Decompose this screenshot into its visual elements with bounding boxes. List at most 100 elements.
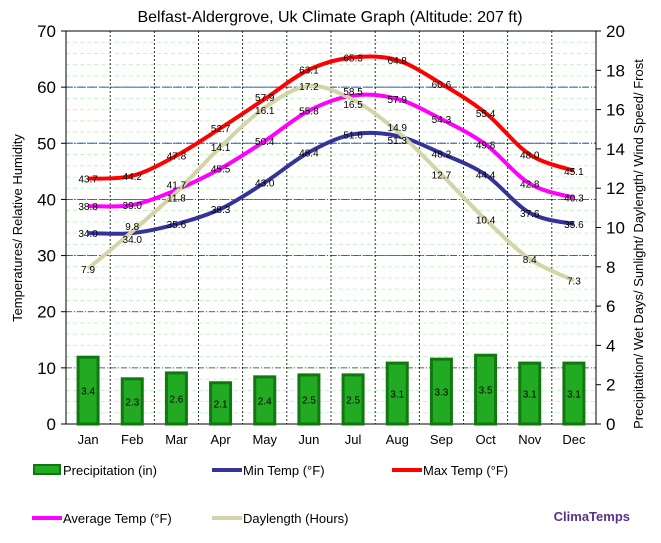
max-temp-f-data-label: 45.1: [564, 167, 584, 178]
min-temp-f-line: [88, 130, 575, 236]
y2-tick-label: 12: [606, 179, 625, 198]
x-tick-label: Feb: [121, 432, 143, 447]
max-temp-f-data-label: 64.8: [388, 56, 408, 67]
min-temp-f-data-label: 34.0: [123, 235, 143, 246]
precip-bar: [209, 381, 233, 426]
y2-tick-label: 18: [606, 61, 625, 80]
precip-bar: [429, 357, 453, 426]
y-axis-label: Temperatures/ Relative Humidity: [10, 134, 25, 322]
precip-data-label: 3.1: [390, 390, 404, 401]
min-temp-f-data-label: 37.6: [520, 209, 540, 220]
max-temp-f-data-label: 44.2: [123, 172, 143, 183]
y2-tick-label: 20: [606, 22, 625, 41]
min-temp-f-data-label: 35.6: [167, 220, 187, 231]
average-temp-f-data-label: 42.8: [520, 180, 540, 191]
min-temp-f-data-label: 43.0: [255, 179, 275, 190]
y2-tick-label: 16: [606, 101, 625, 120]
min-temp-f-data-label: 48.4: [299, 148, 319, 159]
y-tick-label: 70: [37, 22, 56, 41]
average-temp-f-data-label: 38.8: [78, 202, 98, 213]
y2-tick-label: 0: [606, 415, 615, 434]
legend-label: Average Temp (°F): [63, 511, 172, 526]
y-tick-label: 10: [37, 359, 56, 378]
average-temp-f-data-label: 58.5: [343, 87, 363, 98]
precip-data-label: 2.5: [346, 395, 360, 406]
precip-data-label: 3.5: [479, 386, 493, 397]
legend-label: Precipitation (in): [63, 463, 157, 478]
legend-label: Max Temp (°F): [423, 463, 508, 478]
x-tick-label: Jan: [78, 432, 99, 447]
legend-label: Daylength (Hours): [243, 511, 349, 526]
precip-data-label: 3.1: [567, 390, 581, 401]
average-temp-f-data-label: 54.3: [432, 115, 452, 126]
y-tick-label: 40: [37, 190, 56, 209]
daylength-hours-data-label: 17.2: [299, 82, 319, 93]
min-temp-f-data-label: 51.6: [343, 130, 363, 141]
precip-bar: [562, 361, 586, 426]
daylength-hours-data-label: 16.1: [255, 106, 275, 117]
max-temp-f-data-label: 52.7: [211, 124, 231, 135]
x-tick-label: Aug: [386, 432, 409, 447]
max-temp-f-data-label: 63.1: [299, 66, 319, 77]
x-tick-label: Sep: [430, 432, 453, 447]
precip-data-label: 2.5: [302, 395, 316, 406]
min-temp-f-data-label: 38.3: [211, 205, 231, 216]
daylength-hours-data-label: 14.9: [388, 123, 408, 134]
brand-logo: ClimaTemps: [554, 509, 630, 524]
y2-tick-label: 10: [606, 219, 625, 238]
x-tick-label: Jun: [298, 432, 319, 447]
max-temp-f-data-label: 48.0: [520, 151, 540, 162]
precip-data-label: 2.4: [258, 396, 272, 407]
max-temp-f-data-label: 65.3: [343, 53, 363, 64]
max-temp-f-line: [87, 54, 575, 181]
min-temp-f-data-label: 48.2: [432, 149, 452, 160]
x-tick-label: Mar: [165, 432, 188, 447]
y-tick-label: 30: [37, 247, 56, 266]
y-tick-label: 0: [47, 415, 56, 434]
precip-bar: [76, 355, 100, 426]
legend-label: Min Temp (°F): [243, 463, 325, 478]
x-tick-label: Jul: [345, 432, 362, 447]
x-tick-label: May: [252, 432, 277, 447]
y2-tick-label: 2: [606, 376, 615, 395]
max-temp-f-data-label: 60.6: [432, 80, 452, 91]
y2-tick-label: 4: [606, 336, 615, 355]
precip-bar: [385, 361, 409, 426]
x-tick-label: Oct: [475, 432, 496, 447]
daylength-hours-data-label: 7.3: [567, 277, 581, 288]
min-temp-f-data-label: 35.6: [564, 220, 584, 231]
daylength-hours-data-label: 16.5: [343, 100, 363, 111]
legend-swatch: [33, 464, 61, 475]
y-tick-label: 50: [37, 134, 56, 153]
average-temp-f-data-label: 49.8: [476, 140, 496, 151]
precip-data-label: 3.3: [434, 388, 448, 399]
max-temp-f-data-label: 43.7: [78, 175, 98, 186]
average-temp-f-line: [88, 92, 575, 209]
x-tick-label: Dec: [562, 432, 586, 447]
precip-data-label: 2.6: [169, 394, 183, 405]
precip-data-label: 3.4: [81, 387, 95, 398]
precip-bar: [518, 361, 542, 426]
precip-bar: [120, 377, 144, 426]
y2-tick-label: 14: [606, 140, 625, 159]
max-temp-f-data-label: 57.9: [255, 93, 275, 104]
min-temp-f-data-label: 44.4: [476, 171, 496, 182]
daylength-hours-data-label: 12.7: [432, 170, 452, 181]
precip-bar: [297, 373, 321, 426]
x-tick-label: Apr: [210, 432, 231, 447]
daylength-hours-data-label: 14.1: [211, 143, 231, 154]
daylength-hours-data-label: 7.9: [81, 265, 95, 276]
min-temp-f-data-label: 34.0: [78, 229, 98, 240]
precip-data-label: 2.3: [125, 397, 139, 408]
precip-bar: [341, 373, 365, 426]
min-temp-f-data-label: 51.3: [388, 136, 408, 147]
y2-axis-label: Precipitation/ Wet Days/ Sunlight/ Dayle…: [631, 59, 646, 429]
precip-bar: [474, 353, 498, 426]
y2-tick-label: 8: [606, 258, 615, 277]
daylength-hours-line: [86, 83, 575, 283]
average-temp-f-data-label: 41.7: [167, 181, 187, 192]
daylength-hours-data-label: 8.4: [523, 255, 537, 266]
average-temp-f-data-label: 40.3: [564, 194, 584, 205]
